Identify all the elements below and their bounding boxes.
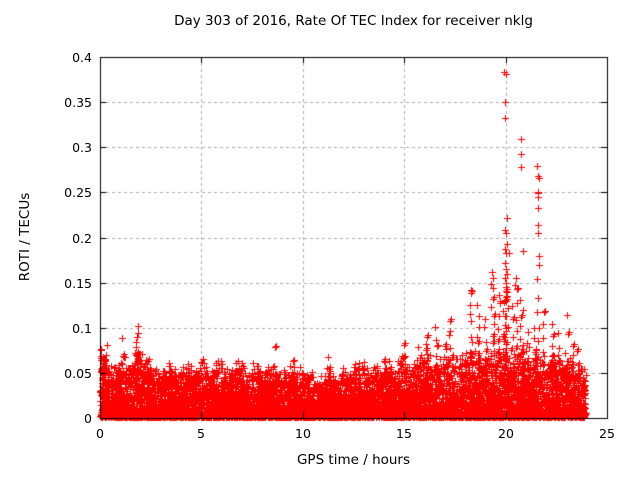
- y-tick-label: 0: [84, 411, 92, 426]
- x-tick-label: 25: [599, 426, 615, 441]
- y-tick-label: 0.35: [64, 95, 92, 110]
- x-tick-label: 10: [295, 426, 311, 441]
- y-tick-label: 0.2: [72, 231, 92, 246]
- x-tick-label: 20: [498, 426, 514, 441]
- y-tick-label: 0.3: [72, 140, 92, 155]
- y-tick-label: 0.05: [64, 366, 92, 381]
- y-tick-label: 0.25: [64, 185, 92, 200]
- chart-title: Day 303 of 2016, Rate Of TEC Index for r…: [174, 13, 533, 29]
- y-tick-label: 0.1: [72, 321, 92, 336]
- x-tick-label: 0: [96, 426, 104, 441]
- x-tick-label: 15: [396, 426, 412, 441]
- y-tick-label: 0.15: [64, 276, 92, 291]
- x-axis-label: GPS time / hours: [296, 452, 411, 468]
- y-tick-label: 0.4: [72, 50, 92, 65]
- x-tick-label: 5: [197, 426, 205, 441]
